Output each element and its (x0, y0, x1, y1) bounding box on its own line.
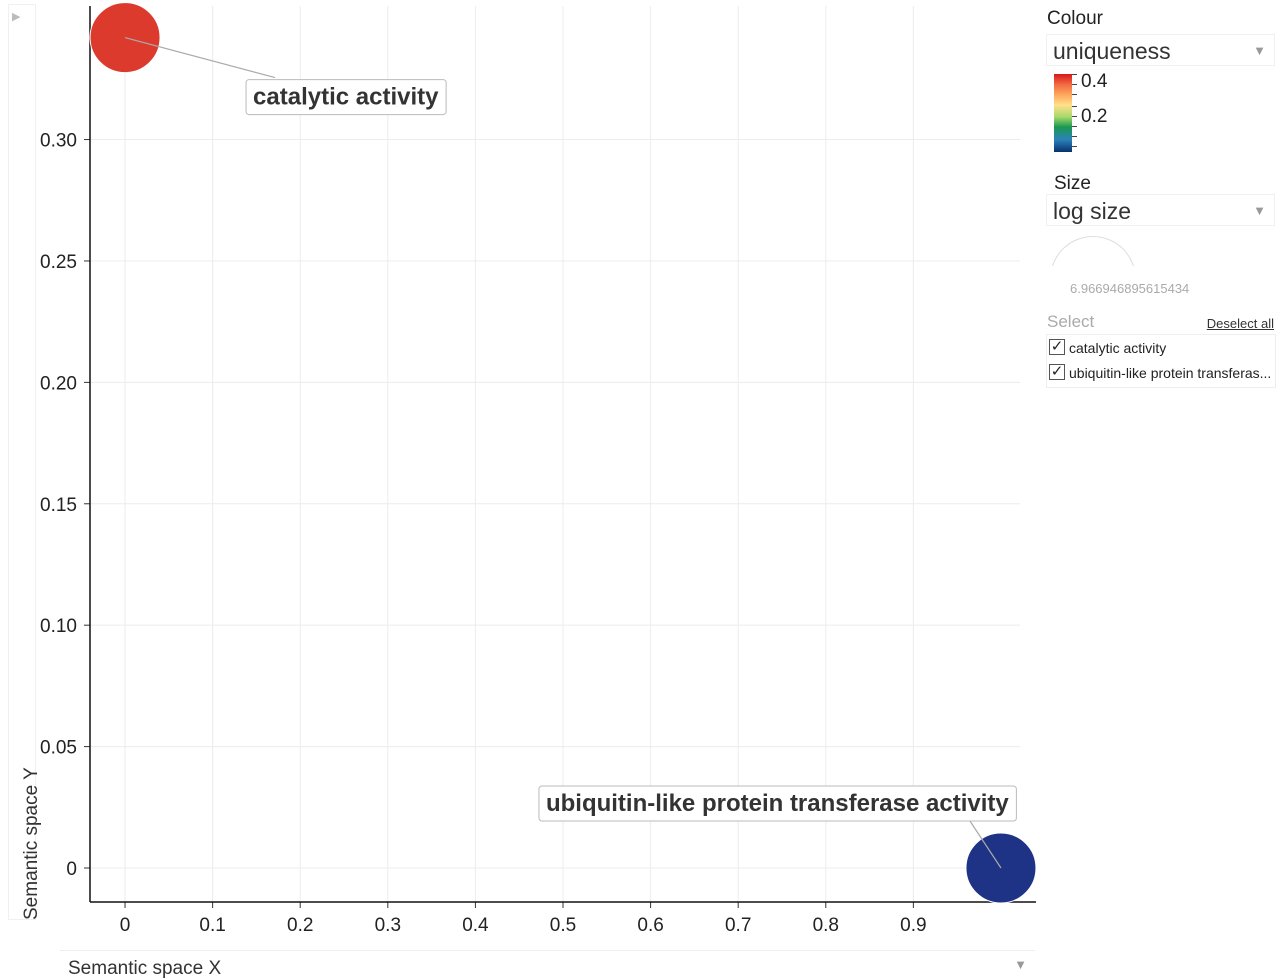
point-label: ubiquitin-like protein transferase activ… (546, 790, 1009, 817)
chevron-down-icon: ▼ (1014, 957, 1027, 972)
callout-line (967, 817, 1002, 869)
select-title: Select (1047, 312, 1095, 331)
callout-line (124, 36, 276, 79)
size-legend-circle (1050, 236, 1136, 266)
x-tick-label: 0.5 (550, 915, 576, 936)
y-tick-label: 0.15 (40, 495, 77, 516)
deselect-all-link[interactable]: Deselect all (1206, 316, 1274, 331)
expand-panel-toggle[interactable] (8, 4, 36, 920)
x-tick-label: 0.9 (900, 915, 926, 936)
list-item-label: catalytic activity (1069, 340, 1167, 356)
size-select-value: log size (1053, 198, 1131, 224)
x-tick-label: 0.1 (199, 915, 225, 936)
scale-tick (1072, 136, 1077, 137)
scale-tick (1072, 146, 1077, 147)
chevron-down-icon: ▼ (1253, 43, 1266, 58)
chevron-down-icon: ▼ (1253, 203, 1266, 218)
y-axis-label: Semantic space Y (21, 767, 42, 920)
colour-scale-label-high: 0.4 (1081, 71, 1108, 92)
scale-tick (1072, 74, 1077, 75)
scale-tick (1072, 106, 1077, 107)
axes (84, 6, 1036, 908)
size-legend-value: 6.966946895615434 (1070, 281, 1190, 296)
scale-tick (1072, 126, 1077, 127)
x-axis-select[interactable]: Semantic space X ▼ (60, 950, 1035, 980)
scale-tick (1072, 116, 1077, 117)
y-tick-label: 0.20 (40, 373, 77, 394)
x-tick-label: 0.3 (375, 915, 401, 936)
x-tick-label: 0.7 (725, 915, 751, 936)
colour-select-value: uniqueness (1053, 38, 1171, 64)
tick-labels: 0 0.1 0.2 0.3 0.4 0.5 0.6 0.7 0.8 0.9 0 0.05 0.10 0.1… (40, 131, 927, 936)
y-tick-label: 0.05 (40, 738, 77, 759)
checkbox[interactable]: ✓ (1049, 338, 1065, 355)
colour-select[interactable]: uniqueness ▼ (1046, 34, 1275, 66)
point-label-box (538, 785, 1017, 822)
term-select-list: ✓ catalytic activity ✓ ubiquitin-like pr… (1046, 334, 1276, 388)
scatter-plot: 0 0.1 0.2 0.3 0.4 0.5 0.6 0.7 0.8 0.9 0 0.05 0.10 0.1… (40, 2, 1037, 936)
y-tick-label: 0 (66, 859, 77, 880)
point-label: catalytic activity (253, 84, 439, 111)
point-label-box (245, 79, 447, 116)
y-tick-label: 0.25 (40, 252, 77, 273)
size-select[interactable]: log size ▼ (1046, 194, 1275, 226)
colour-scale-label-mid: 0.2 (1081, 106, 1108, 127)
triangle-right-icon[interactable]: ▶ (12, 11, 21, 23)
x-tick-label: 0.8 (813, 915, 839, 936)
x-tick-label: 0.2 (287, 915, 313, 936)
colour-scale-bar (1054, 74, 1072, 152)
x-axis-label: Semantic space X (68, 958, 222, 979)
size-title: Size (1054, 173, 1091, 194)
checkbox[interactable]: ✓ (1049, 363, 1065, 380)
scale-tick (1072, 94, 1077, 95)
y-tick-label: 0.30 (40, 131, 77, 152)
grid-lines (90, 6, 1020, 902)
list-item-label: ubiquitin-like protein transferas... (1069, 365, 1272, 381)
y-tick-label: 0.10 (40, 616, 77, 637)
x-tick-label: 0 (120, 915, 131, 936)
colour-title: Colour (1047, 8, 1103, 29)
point-labels: catalytic activity ubiquitin-like protein… (124, 36, 1017, 869)
x-tick-label: 0.6 (637, 915, 663, 936)
scale-tick (1072, 84, 1077, 85)
x-tick-label: 0.4 (462, 915, 489, 936)
